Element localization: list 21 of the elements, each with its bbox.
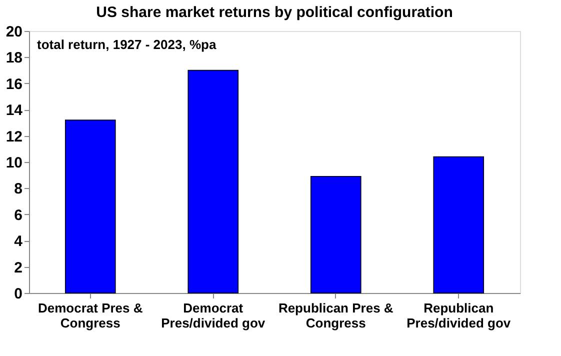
bar — [188, 70, 239, 294]
y-tick-label: 6 — [14, 206, 22, 224]
y-tick-label: 20 — [6, 24, 22, 40]
bar — [433, 156, 484, 294]
x-tick-label: Republican Pres & Congress — [278, 300, 394, 330]
x-tick-label: Democrat Pres & Congress — [38, 300, 143, 330]
y-tick-label: 14 — [6, 102, 24, 120]
text: total return, 1927 - 2023, %pa — [37, 37, 217, 52]
y-tick-label: 2 — [14, 259, 22, 276]
y-tick-label: 0 — [14, 286, 22, 302]
y-tick-label: 8 — [14, 180, 22, 198]
x-tick-label: Republican Pres/divided gov — [406, 300, 512, 330]
y-tick-label: 18 — [6, 50, 22, 67]
y-tick-label: 4 — [14, 233, 24, 250]
bar — [310, 176, 362, 294]
y-tick-label: 16 — [6, 76, 22, 93]
y-tick-label: 12 — [6, 128, 22, 146]
x-tick-label: Democrat Pres/divided gov — [161, 300, 266, 330]
y-tick-label: 10 — [6, 154, 22, 172]
chart-title: US share market returns by political configuration — [96, 4, 453, 21]
bar — [64, 120, 116, 294]
